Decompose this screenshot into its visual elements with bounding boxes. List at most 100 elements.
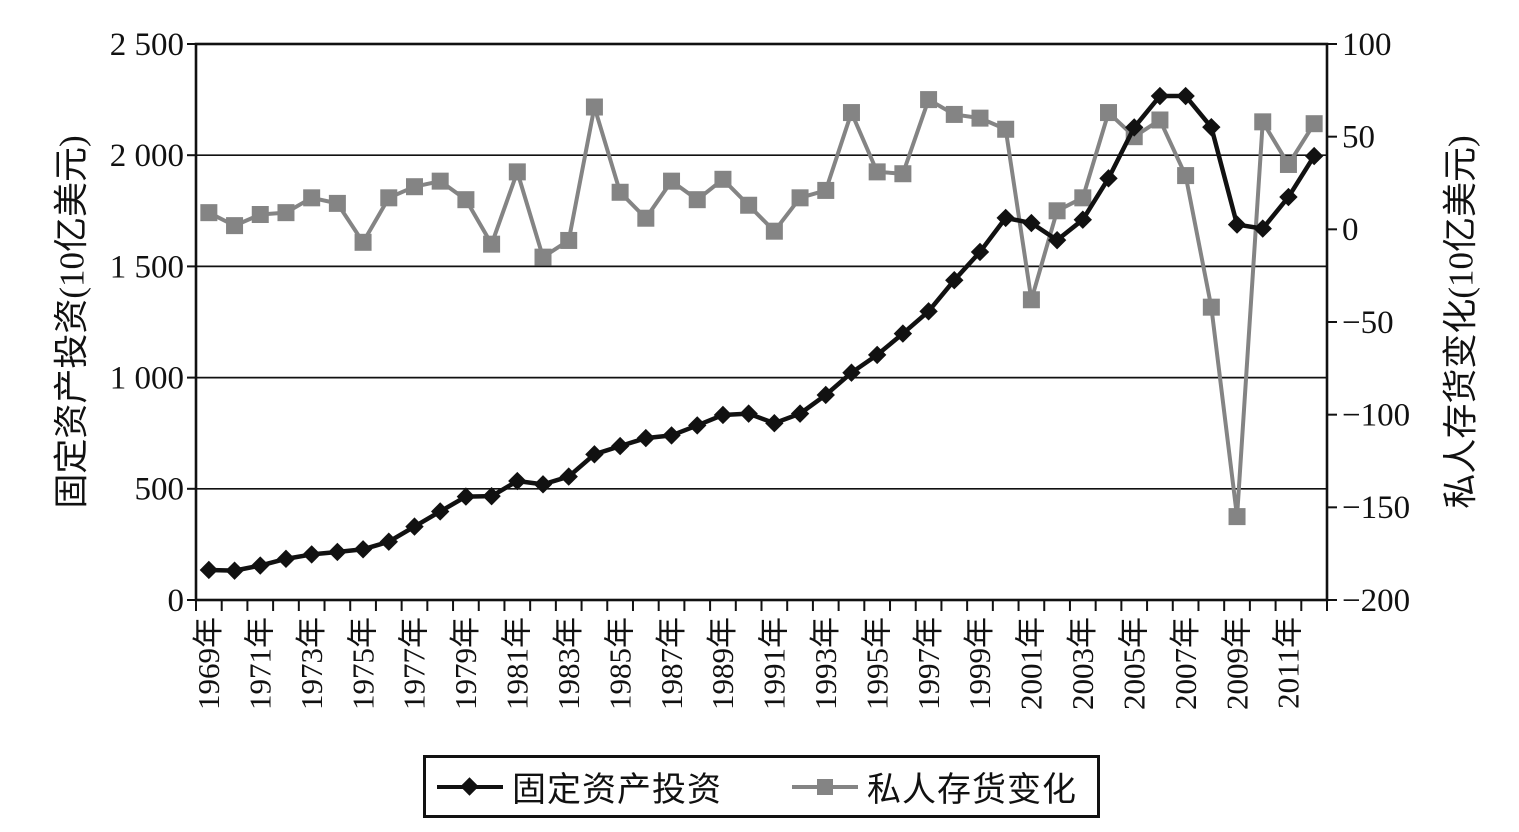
data-point-square-private-inventory-change bbox=[1048, 202, 1066, 220]
data-point-square-private-inventory-change bbox=[534, 248, 552, 266]
x-axis-tick-label: 2009年 bbox=[1219, 617, 1254, 710]
data-point-diamond-fixed-asset-investment bbox=[1227, 215, 1247, 234]
data-point-square-private-inventory-change bbox=[688, 191, 706, 209]
series-line-fixed-asset-investment bbox=[206, 93, 1317, 573]
data-point-square-private-inventory-change bbox=[971, 109, 989, 127]
data-point-diamond-fixed-asset-investment bbox=[610, 436, 630, 456]
y-axis-left-tick-label: 2 000 bbox=[110, 138, 184, 174]
data-point-diamond-fixed-asset-investment bbox=[1073, 210, 1092, 229]
y-axis-right-tick-label: −100 bbox=[1342, 398, 1410, 434]
x-axis-tick-label: 2001年 bbox=[1014, 617, 1049, 710]
data-point-square-private-inventory-change bbox=[328, 194, 346, 212]
data-point-diamond-fixed-asset-investment bbox=[1150, 86, 1170, 106]
x-axis-tick-label: 1983年 bbox=[551, 617, 586, 710]
data-point-diamond-fixed-asset-investment bbox=[456, 487, 476, 506]
square-line-marker-icon bbox=[792, 777, 858, 797]
data-point-diamond-fixed-asset-investment bbox=[559, 467, 578, 486]
data-point-square-private-inventory-change bbox=[405, 178, 423, 196]
data-point-diamond-fixed-asset-investment bbox=[328, 542, 347, 562]
data-point-square-private-inventory-change bbox=[714, 170, 732, 188]
data-point-square-private-inventory-change bbox=[1177, 167, 1195, 185]
x-axis-tick-label: 1993年 bbox=[808, 617, 843, 710]
data-point-square-private-inventory-change bbox=[1228, 508, 1246, 526]
data-point-diamond-fixed-asset-investment bbox=[276, 549, 296, 569]
x-axis-tick-label: 1991年 bbox=[757, 617, 792, 710]
data-point-square-private-inventory-change bbox=[200, 204, 218, 222]
data-point-diamond-fixed-asset-investment bbox=[225, 561, 244, 580]
x-axis-tick-label: 1995年 bbox=[859, 617, 894, 710]
data-point-square-private-inventory-change bbox=[663, 172, 681, 190]
data-point-diamond-fixed-asset-investment bbox=[713, 405, 733, 425]
data-point-square-private-inventory-change bbox=[431, 172, 449, 190]
y-axis-left-tick-label: 2 500 bbox=[110, 27, 184, 63]
legend: 固定资产投资 私人存货变化 bbox=[423, 755, 1100, 818]
data-point-square-private-inventory-change bbox=[1100, 104, 1118, 122]
y-axis-left-tick-label: 1 000 bbox=[110, 360, 184, 396]
legend-label-fixed-asset-investment: 固定资产投资 bbox=[512, 772, 722, 809]
legend-item-private-inventory-change: 私人存货变化 bbox=[792, 758, 1077, 815]
data-point-square-private-inventory-change bbox=[380, 189, 398, 207]
data-point-square-private-inventory-change bbox=[1305, 115, 1323, 133]
data-point-diamond-fixed-asset-investment bbox=[970, 242, 990, 262]
data-point-diamond-fixed-asset-investment bbox=[302, 545, 321, 564]
data-point-square-private-inventory-change bbox=[611, 183, 629, 201]
data-point-diamond-fixed-asset-investment bbox=[1176, 86, 1195, 106]
legend-item-fixed-asset-investment: 固定资产投资 bbox=[437, 758, 722, 815]
data-point-square-private-inventory-change bbox=[765, 222, 783, 240]
data-point-diamond-fixed-asset-investment bbox=[867, 345, 887, 365]
data-point-square-private-inventory-change bbox=[1151, 111, 1169, 129]
x-axis-tick-label: 2011年 bbox=[1271, 617, 1306, 709]
x-axis-tick-label: 1989年 bbox=[705, 617, 740, 710]
y-axis-right-tick-label: 100 bbox=[1342, 27, 1392, 63]
data-point-diamond-fixed-asset-investment bbox=[816, 385, 835, 405]
data-point-diamond-fixed-asset-investment bbox=[765, 413, 784, 433]
y-axis-right-tick-label: 0 bbox=[1342, 212, 1359, 248]
data-point-diamond-fixed-asset-investment bbox=[996, 208, 1015, 228]
data-point-square-private-inventory-change bbox=[637, 209, 655, 227]
data-point-square-private-inventory-change bbox=[1254, 113, 1272, 131]
y-axis-left-tick-label: 500 bbox=[135, 472, 185, 508]
data-point-square-private-inventory-change bbox=[508, 163, 526, 181]
data-point-diamond-fixed-asset-investment bbox=[945, 270, 964, 290]
data-point-diamond-fixed-asset-investment bbox=[662, 426, 681, 445]
data-point-diamond-fixed-asset-investment bbox=[1304, 146, 1324, 166]
data-point-diamond-fixed-asset-investment bbox=[893, 324, 913, 343]
data-point-square-private-inventory-change bbox=[842, 104, 860, 122]
data-point-square-private-inventory-change bbox=[740, 196, 758, 214]
data-point-square-private-inventory-change bbox=[817, 181, 835, 199]
data-point-square-private-inventory-change bbox=[997, 120, 1015, 138]
data-point-square-private-inventory-change bbox=[894, 165, 912, 183]
diamond-line-marker-icon bbox=[437, 776, 503, 797]
data-point-square-private-inventory-change bbox=[226, 217, 244, 235]
data-point-square-private-inventory-change bbox=[920, 91, 938, 109]
data-point-square-private-inventory-change bbox=[277, 204, 295, 222]
data-point-diamond-fixed-asset-investment bbox=[379, 532, 398, 551]
data-point-diamond-fixed-asset-investment bbox=[1279, 187, 1298, 207]
data-point-square-private-inventory-change bbox=[354, 233, 372, 251]
x-axis-tick-label: 1969年 bbox=[191, 617, 226, 710]
x-axis-tick-label: 1977年 bbox=[397, 617, 432, 710]
data-point-square-private-inventory-change bbox=[945, 105, 963, 123]
data-point-diamond-fixed-asset-investment bbox=[790, 404, 810, 423]
data-point-diamond-fixed-asset-investment bbox=[482, 486, 501, 506]
y-axis-right-tick-label: 50 bbox=[1342, 120, 1375, 156]
data-point-square-private-inventory-change bbox=[1279, 155, 1297, 173]
x-axis-tick-label: 1975年 bbox=[345, 617, 380, 710]
data-point-diamond-fixed-asset-investment bbox=[585, 445, 604, 464]
data-point-diamond-fixed-asset-investment bbox=[431, 502, 450, 521]
data-point-diamond-fixed-asset-investment bbox=[739, 404, 758, 423]
y-axis-right-title: 私人存货变化(10亿美元) bbox=[1442, 135, 1481, 508]
x-axis-tick-label: 1985年 bbox=[602, 617, 637, 710]
x-axis-tick-label: 1971年 bbox=[242, 617, 277, 710]
data-point-diamond-fixed-asset-investment bbox=[1202, 117, 1221, 137]
y-axis-left-tick-label: 0 bbox=[168, 583, 185, 619]
data-point-square-private-inventory-change bbox=[560, 231, 578, 249]
x-axis-tick-label: 2003年 bbox=[1065, 617, 1100, 710]
data-point-square-private-inventory-change bbox=[1074, 189, 1092, 207]
data-point-diamond-fixed-asset-investment bbox=[636, 428, 656, 448]
x-axis-tick-label: 1981年 bbox=[500, 617, 535, 710]
data-point-diamond-fixed-asset-investment bbox=[1022, 213, 1041, 233]
data-point-diamond-fixed-asset-investment bbox=[199, 560, 219, 580]
